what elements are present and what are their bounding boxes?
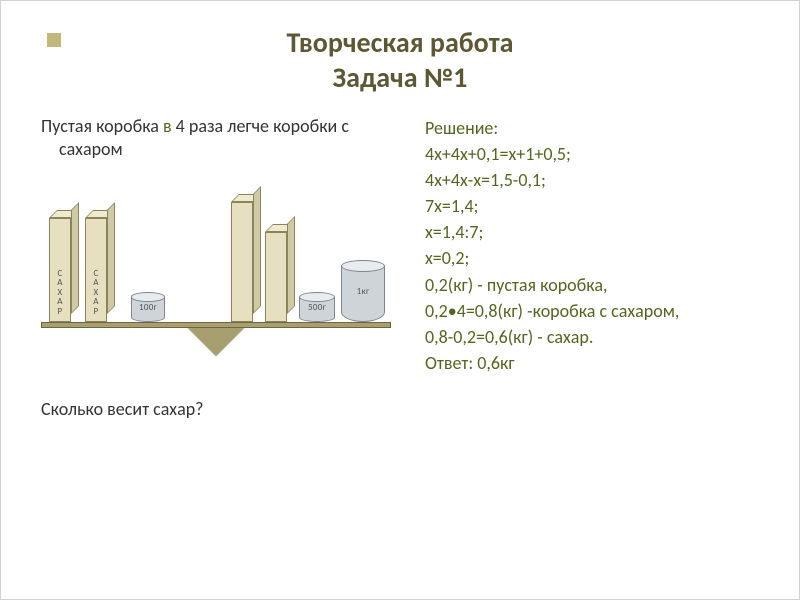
solution-line: 4х+4х-х=1,5-0,1;: [425, 167, 759, 193]
weight-cylinder: 100г: [131, 292, 165, 322]
problem-text: Пустая коробка в 4 раза легче коробки с …: [41, 115, 401, 160]
title-line-1: Творческая работа: [41, 25, 759, 60]
solution-line: х=1,4:7;: [425, 219, 759, 245]
solution-line: 7х=1,4;: [425, 193, 759, 219]
weight-cylinder: 500г: [299, 292, 335, 322]
empty-box: [265, 232, 295, 322]
slide: Творческая работа Задача №1 Пустая короб…: [1, 1, 799, 444]
solution-line: 0,8-0,2=0,6(кг) - сахар.: [425, 324, 759, 350]
sugar-box-label: С А Х А Р: [88, 269, 104, 316]
problem-question: Сколько весит сахар?: [41, 398, 401, 420]
right-column: Решение: 4х+4х+0,1=х+1+0,5;4х+4х-х=1,5-0…: [425, 115, 759, 420]
empty-box: [231, 202, 261, 322]
title-line-2: Задача №1: [41, 60, 759, 95]
solution-lines: 4х+4х+0,1=х+1+0,5;4х+4х-х=1,5-0,1;7х=1,4…: [425, 141, 759, 350]
weight-label: 1кг: [341, 287, 385, 296]
weight-label: 100г: [131, 303, 165, 312]
sugar-box: С А Х А Р: [85, 218, 115, 322]
weight-cylinder: 1кг: [341, 260, 385, 322]
title-block: Творческая работа Задача №1: [41, 25, 759, 95]
balance-fulcrum: [188, 328, 244, 356]
sugar-box-label: С А Х А Р: [52, 269, 68, 316]
sugar-box: С А Х А Р: [49, 218, 79, 322]
solution-line: х=0,2;: [425, 245, 759, 271]
title-marker: [47, 33, 61, 47]
solution-line: 4х+4х+0,1=х+1+0,5;: [425, 141, 759, 167]
solution-line: 0,2(кг) - пустая коробка,: [425, 272, 759, 298]
weight-label: 500г: [299, 303, 335, 312]
balance-diagram: С А Х А Р С А Х А Р 100г 500г 1кг: [41, 172, 391, 382]
solution-line: 0,2•4=0,8(кг) -коробка с сахаром,: [425, 298, 759, 324]
solution-heading: Решение:: [425, 115, 759, 141]
left-column: Пустая коробка в 4 раза легче коробки с …: [41, 115, 401, 420]
solution-answer: Ответ: 0,6кг: [425, 350, 759, 376]
columns: Пустая коробка в 4 раза легче коробки с …: [41, 115, 759, 420]
problem-emph: в: [163, 115, 172, 137]
problem-prefix: Пустая коробка: [41, 115, 163, 137]
